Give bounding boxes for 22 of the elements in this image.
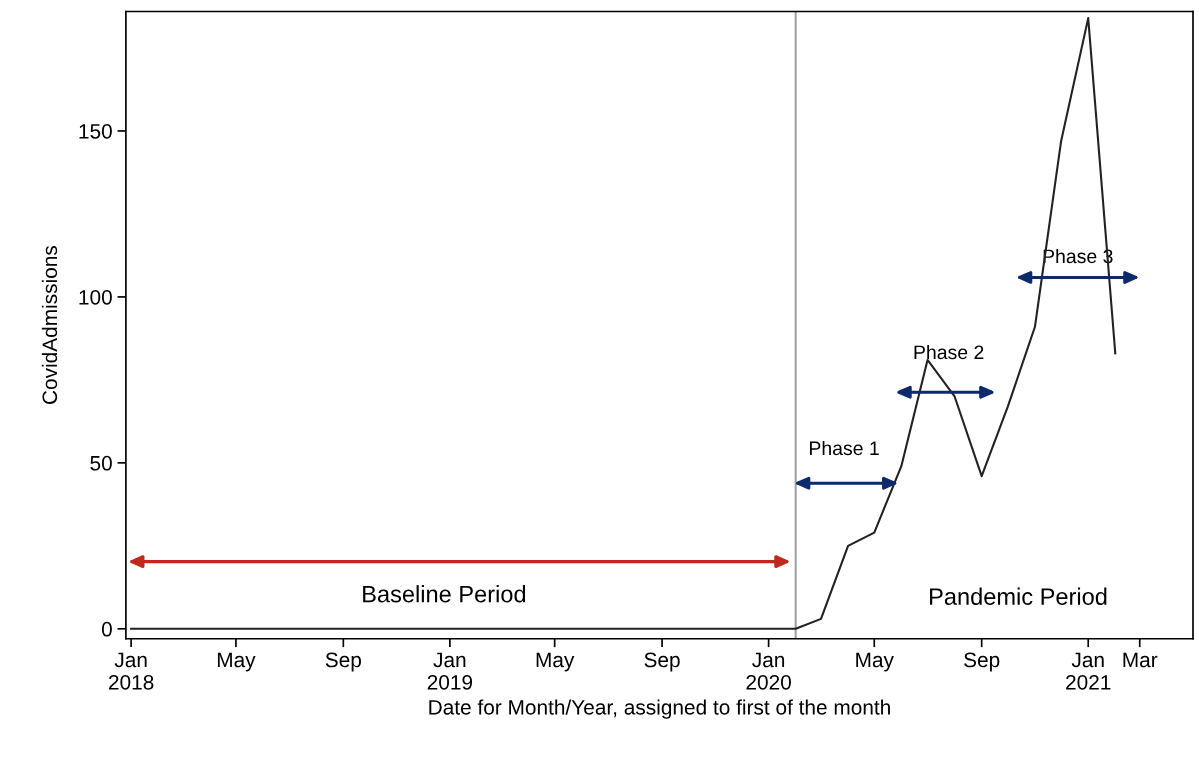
annotation: Pandemic Period bbox=[930, 587, 1107, 605]
x-tick-label: May bbox=[536, 652, 575, 672]
x-tick-label: Jan 2021 bbox=[1066, 652, 1111, 690]
x-tick-label: Sep bbox=[325, 652, 361, 672]
x-tick-label: Mar bbox=[1123, 652, 1158, 668]
x-tick-label: May bbox=[856, 652, 894, 672]
y-tick-label: 50 bbox=[90, 455, 112, 471]
x-tick-label: Sep bbox=[964, 652, 1000, 672]
y-tick-label: 150 bbox=[79, 123, 112, 139]
x-tick-label: Jan 2018 bbox=[109, 652, 154, 690]
x-tick-label: Jan 2020 bbox=[746, 652, 791, 690]
x-axis-title: Date for Month/Year, assigned to first of the month bbox=[429, 699, 890, 719]
annotation: Phase 2 bbox=[914, 344, 984, 360]
x-tick-label: Jan 2019 bbox=[427, 652, 473, 690]
annotation: Phase 1 bbox=[809, 440, 879, 456]
y-tick-label: 0 bbox=[101, 621, 112, 637]
line-series bbox=[130, 17, 1117, 630]
y-tick-label: 100 bbox=[79, 289, 112, 305]
x-tick-label: May bbox=[217, 652, 256, 672]
annotation: Baseline Period bbox=[363, 585, 526, 603]
y-axis-title: CovidAdmissions bbox=[41, 245, 58, 404]
x-tick-label: Sep bbox=[644, 652, 680, 672]
